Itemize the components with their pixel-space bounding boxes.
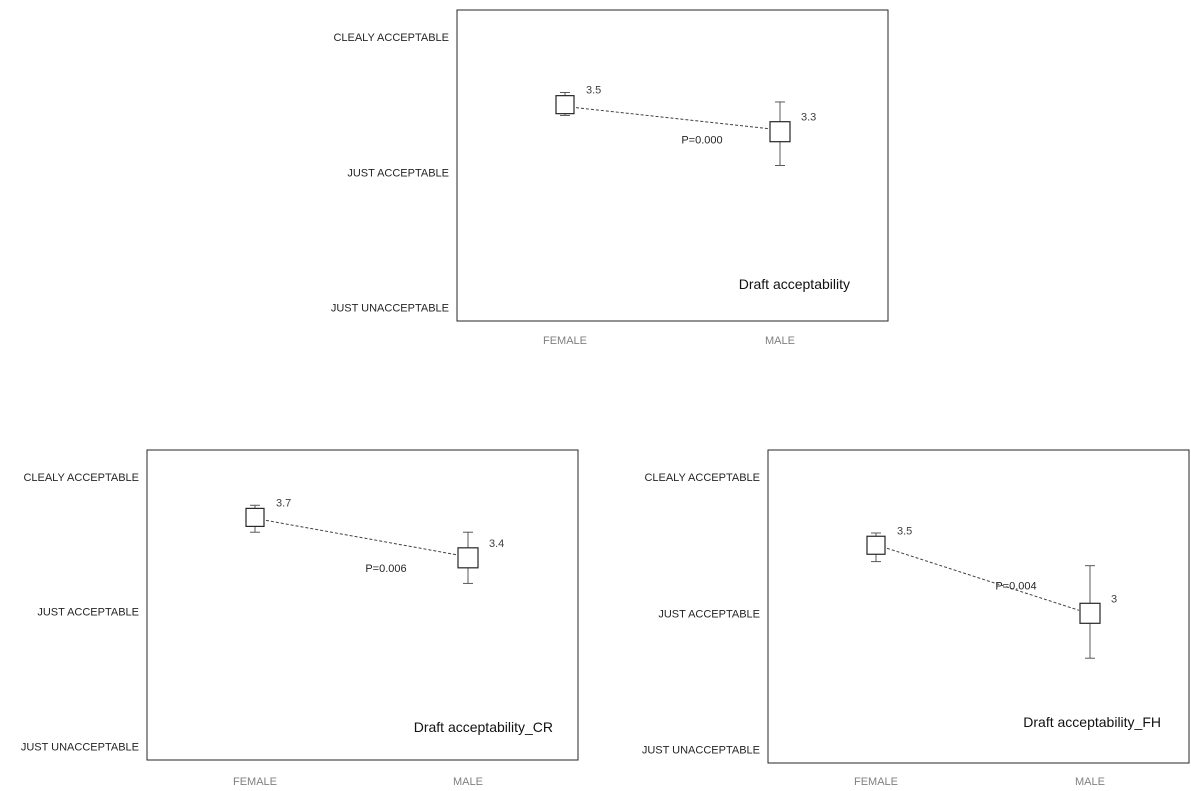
- y-tick-label: JUST ACCEPTABLE: [37, 607, 139, 619]
- mean-marker: [866, 535, 886, 555]
- y-tick-label: JUST UNACCEPTABLE: [331, 302, 449, 314]
- mean-marker: [457, 547, 479, 569]
- x-tick-label: FEMALE: [543, 335, 587, 347]
- x-tick-label: FEMALE: [854, 776, 898, 788]
- mean-marker: [1079, 602, 1101, 624]
- mean-marker: [555, 95, 575, 115]
- chart-panel-1: CLEALY ACCEPTABLE JUST ACCEPTABLE JUST UNA…: [331, 9, 889, 347]
- y-tick-label: CLEALY ACCEPTABLE: [23, 472, 139, 484]
- p-value-annotation: P=0.004: [995, 580, 1036, 592]
- y-tick-label: CLEALY ACCEPTABLE: [644, 472, 760, 484]
- mean-connector-line: [265, 519, 458, 556]
- y-tick-label: JUST UNACCEPTABLE: [642, 744, 760, 756]
- x-tick-label: MALE: [453, 776, 483, 788]
- mean-connector-line: [575, 107, 770, 130]
- y-tick-label: JUST ACCEPTABLE: [658, 608, 760, 620]
- mean-marker: [769, 121, 791, 143]
- mean-connector-line: [886, 547, 1080, 611]
- data-label: 3.5: [586, 85, 601, 97]
- y-tick-label: CLEALY ACCEPTABLE: [333, 32, 449, 44]
- chart-title: Draft acceptability_FH: [1023, 714, 1161, 730]
- x-tick-label: MALE: [1075, 776, 1105, 788]
- p-value-annotation: P=0.000: [681, 135, 722, 147]
- data-label: 3.5: [897, 525, 912, 537]
- chart-title: Draft acceptability: [739, 276, 850, 292]
- plot-frame: [146, 449, 579, 761]
- plot-frame: [767, 449, 1190, 764]
- chart-panel-3: CLEALY ACCEPTABLE JUST ACCEPTABLE JUST UNA…: [642, 449, 1190, 788]
- x-tick-label: FEMALE: [233, 776, 277, 788]
- y-tick-label: JUST ACCEPTABLE: [347, 167, 449, 179]
- mean-marker: [245, 507, 265, 527]
- chart-title: Draft acceptability_CR: [414, 719, 553, 735]
- data-label: 3: [1111, 593, 1117, 605]
- y-tick-label: JUST UNACCEPTABLE: [21, 742, 139, 754]
- data-label: 3.7: [276, 497, 291, 509]
- data-label: 3.3: [801, 112, 816, 124]
- chart-panel-2: CLEALY ACCEPTABLE JUST ACCEPTABLE JUST UNA…: [21, 449, 579, 788]
- plot-frame: [456, 9, 889, 322]
- p-value-annotation: P=0.006: [365, 563, 406, 575]
- data-label: 3.4: [489, 538, 504, 550]
- x-tick-label: MALE: [765, 335, 795, 347]
